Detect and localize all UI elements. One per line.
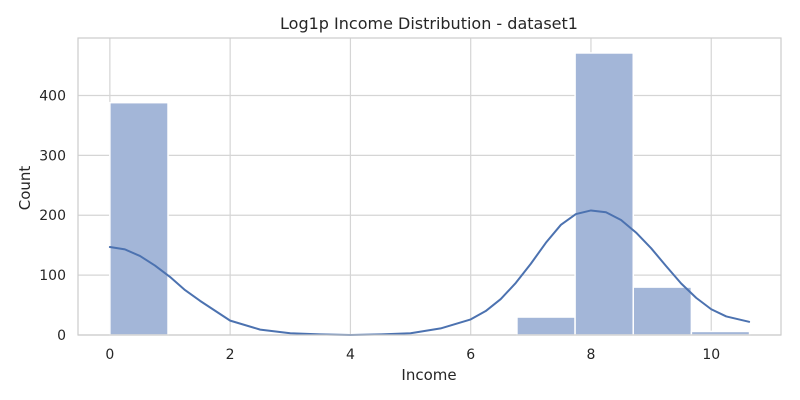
x-tick-label: 10	[702, 347, 720, 363]
x-tick-label: 0	[105, 347, 114, 363]
x-tick-label: 4	[346, 347, 355, 363]
histogram-bar	[632, 286, 693, 336]
x-tick-label: 6	[466, 347, 475, 363]
y-tick-label: 100	[39, 268, 66, 284]
histogram-bars	[109, 52, 751, 336]
x-tick-labels: 0 2 4 6 8 10	[105, 347, 720, 363]
histogram-bar	[516, 316, 576, 336]
x-tick-label: 8	[587, 347, 596, 363]
y-tick-label: 200	[39, 208, 66, 224]
plot-border	[77, 37, 782, 336]
x-axis-title: Income	[401, 366, 456, 384]
y-tick-labels: 0 100 200 300 400	[39, 88, 66, 344]
y-axis-title: Count	[16, 166, 34, 211]
x-tick-label: 2	[226, 347, 235, 363]
kde-curve	[108, 209, 751, 336]
y-tick-label: 0	[57, 328, 66, 344]
y-tick-label: 400	[39, 88, 66, 104]
chart-title: Log1p Income Distribution - dataset1	[280, 14, 578, 33]
y-tick-label: 300	[39, 148, 66, 164]
histogram-bar	[109, 101, 169, 336]
plot-frame	[77, 37, 782, 336]
histogram-bar	[574, 52, 634, 336]
kde-line	[108, 209, 751, 336]
